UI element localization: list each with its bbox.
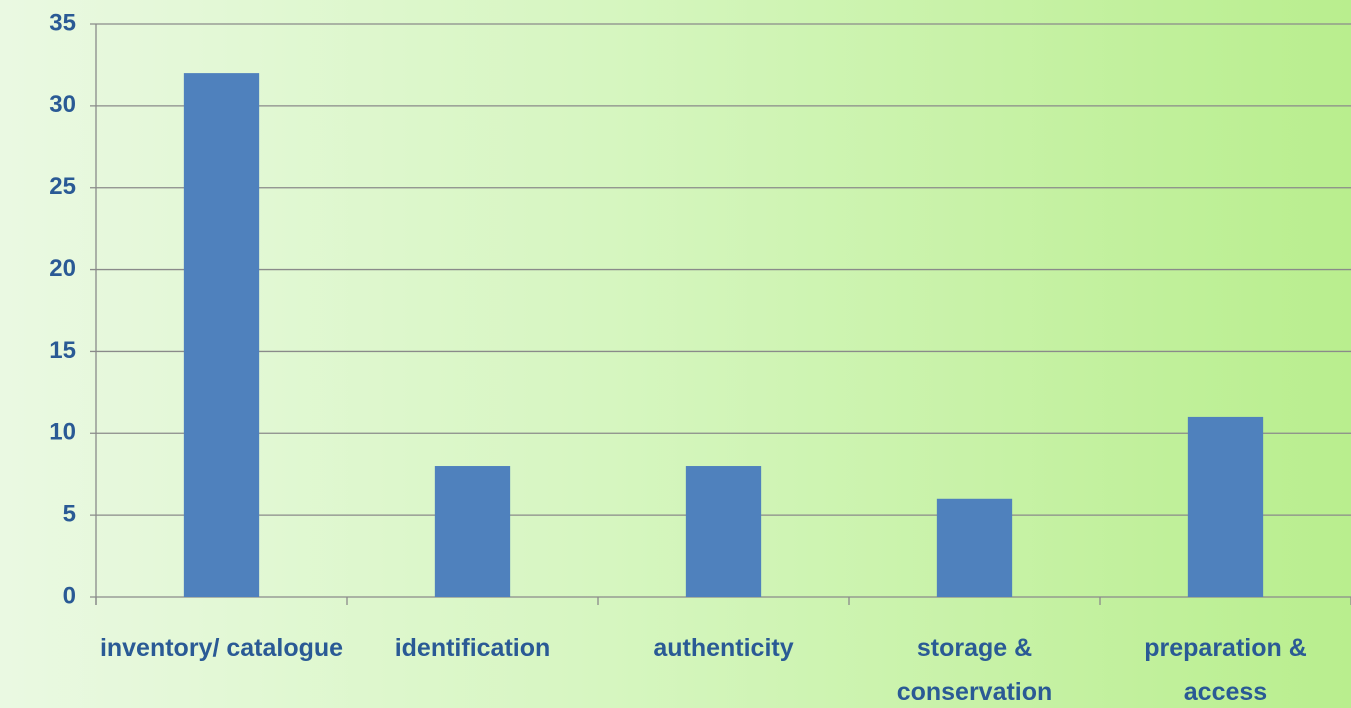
y-tick-label: 5 xyxy=(63,500,76,527)
y-tick-label: 15 xyxy=(49,337,76,364)
bar xyxy=(685,466,762,597)
y-tick-label: 0 xyxy=(63,582,76,609)
x-tick-label: identification xyxy=(394,634,551,662)
bar xyxy=(434,466,511,597)
bar xyxy=(1187,416,1264,597)
y-tick-label: 10 xyxy=(49,419,76,446)
x-tick-label: authenticity xyxy=(653,634,794,662)
x-tick-label: preparation & access xyxy=(1144,634,1307,706)
y-tick-label: 35 xyxy=(49,9,76,36)
bar xyxy=(936,498,1013,597)
y-tick-label: 20 xyxy=(49,255,76,282)
y-tick-label: 30 xyxy=(49,91,76,118)
x-tick-label: inventory/ catalogue xyxy=(99,634,344,662)
x-tick-label: storage & conservation xyxy=(896,634,1053,706)
bar xyxy=(183,73,260,598)
y-tick-label: 25 xyxy=(49,173,76,200)
